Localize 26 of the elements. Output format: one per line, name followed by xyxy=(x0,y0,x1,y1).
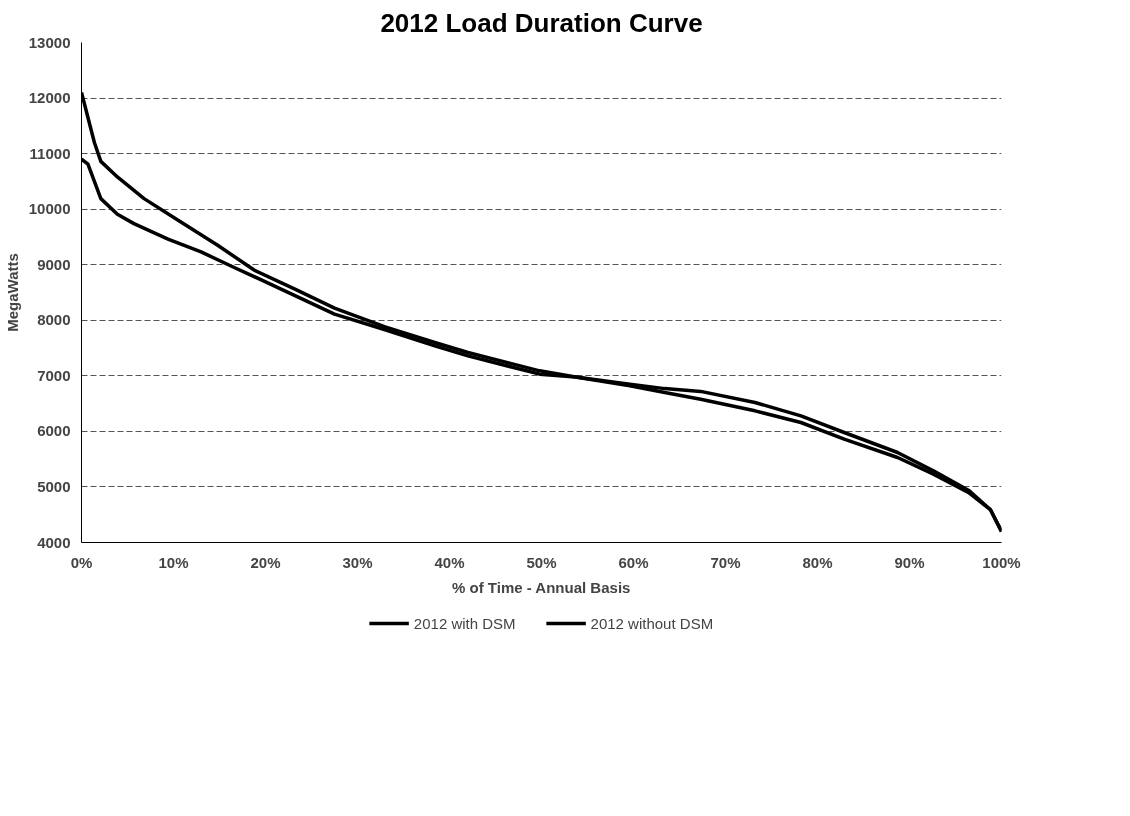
legend-label: 2012 with DSM xyxy=(413,614,516,632)
x-tick-label: 0% xyxy=(70,553,93,571)
x-tick-label: 60% xyxy=(618,553,649,571)
x-tick-label: 40% xyxy=(434,553,465,571)
x-tick-label: 10% xyxy=(158,553,189,571)
chart-title: 2012 Load Duration Curve xyxy=(380,7,703,38)
y-tick-label: 8000 xyxy=(37,311,71,329)
x-tick-label: 20% xyxy=(250,553,281,571)
y-tick-label: 4000 xyxy=(37,533,71,551)
y-tick-label: 11000 xyxy=(29,144,71,162)
x-tick-label: 100% xyxy=(982,553,1021,571)
y-axis-title: MegaWatts xyxy=(3,253,21,332)
legend-label: 2012 without DSM xyxy=(590,614,714,632)
x-tick-label: 70% xyxy=(710,553,741,571)
x-tick-label: 50% xyxy=(526,553,557,571)
y-tick-label: 7000 xyxy=(37,366,71,384)
y-tick-label: 13000 xyxy=(28,33,71,51)
y-tick-label: 6000 xyxy=(37,422,71,440)
x-axis-title: % of Time - Annual Basis xyxy=(452,578,631,596)
y-tick-label: 10000 xyxy=(28,200,71,218)
x-tick-label: 90% xyxy=(894,553,925,571)
y-tick-label: 5000 xyxy=(37,477,71,495)
x-tick-label: 30% xyxy=(342,553,373,571)
x-tick-label: 80% xyxy=(802,553,833,571)
y-tick-label: 12000 xyxy=(28,89,71,107)
y-tick-label: 9000 xyxy=(37,255,71,273)
